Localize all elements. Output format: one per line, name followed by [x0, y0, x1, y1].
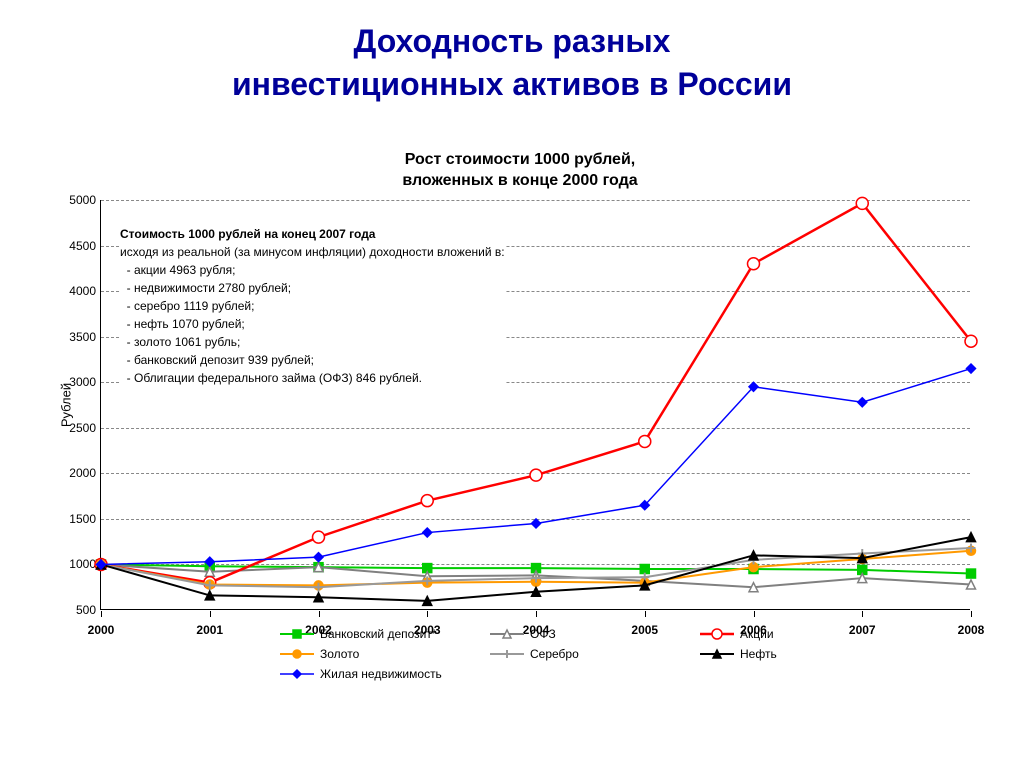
title-line-2: инвестиционных активов в России — [232, 66, 792, 102]
x-tick — [210, 611, 211, 617]
legend-item: Жилая недвижимость — [280, 664, 490, 684]
info-box-line: - нефть 1070 рублей; — [120, 315, 505, 333]
legend-swatch — [490, 627, 524, 641]
subtitle-line-2: вложенных в конце 2000 года — [402, 172, 637, 189]
legend-swatch — [700, 647, 734, 661]
legend-item: Акции — [700, 624, 910, 644]
legend-swatch — [700, 627, 734, 641]
x-tick — [101, 611, 102, 617]
info-box-line: - Облигации федерального займа (ОФЗ) 846… — [120, 369, 505, 387]
info-box-header: Стоимость 1000 рублей на конец 2007 года — [120, 225, 505, 243]
legend-swatch — [280, 627, 314, 641]
legend-label: Серебро — [530, 647, 579, 661]
x-tick — [971, 611, 972, 617]
y-tick-label: 1000 — [56, 557, 96, 571]
x-tick — [645, 611, 646, 617]
legend-item: Нефть — [700, 644, 910, 664]
legend-swatch — [490, 647, 524, 661]
info-box-line: - недвижимости 2780 рублей; — [120, 279, 505, 297]
legend-item: Серебро — [490, 644, 700, 664]
info-box-line: - серебро 1119 рублей; — [120, 297, 505, 315]
legend-item: Банковский депозит* — [280, 624, 490, 644]
x-tick-label: 2008 — [958, 623, 985, 637]
info-box-line: - акции 4963 рубля; — [120, 261, 505, 279]
y-tick-label: 4000 — [56, 284, 96, 298]
x-tick — [754, 611, 755, 617]
legend-item: ОФЗ — [490, 624, 700, 644]
chart-area: Рост стоимости 1000 рублей, вложенных в … — [60, 150, 980, 690]
legend-label: Золото — [320, 647, 359, 661]
info-box-line: - банковский депозит 939 рублей; — [120, 351, 505, 369]
legend-label: Нефть — [740, 647, 777, 661]
x-tick — [536, 611, 537, 617]
legend-item: Золото — [280, 644, 490, 664]
y-tick-label: 500 — [56, 603, 96, 617]
chart-subtitle: Рост стоимости 1000 рублей, вложенных в … — [60, 150, 980, 192]
y-tick-label: 3000 — [56, 375, 96, 389]
info-box-line: - золото 1061 рубль; — [120, 333, 505, 351]
legend-label: Жилая недвижимость — [320, 667, 442, 681]
x-tick-label: 2001 — [196, 623, 223, 637]
y-tick-label: 1500 — [56, 512, 96, 526]
info-box-sub: исходя из реальной (за минусом инфляции)… — [120, 243, 505, 261]
y-tick-label: 2500 — [56, 421, 96, 435]
legend: Банковский депозит* ОФЗ Акции Золото Сер… — [280, 624, 920, 684]
info-box: Стоимость 1000 рублей на конец 2007 года… — [120, 225, 505, 387]
x-tick — [862, 611, 863, 617]
legend-label: ОФЗ — [530, 627, 556, 641]
legend-label: Банковский депозит* — [320, 627, 437, 641]
legend-swatch — [280, 647, 314, 661]
y-tick-label: 5000 — [56, 193, 96, 207]
x-tick-label: 2000 — [88, 623, 115, 637]
main-title: Доходность разных инвестиционных активов… — [0, 20, 1024, 106]
legend-label: Акции — [740, 627, 774, 641]
y-tick-label: 3500 — [56, 330, 96, 344]
y-tick-label: 2000 — [56, 466, 96, 480]
title-line-1: Доходность разных — [354, 23, 671, 59]
x-tick — [427, 611, 428, 617]
legend-swatch — [280, 667, 314, 681]
x-tick — [319, 611, 320, 617]
y-tick-label: 4500 — [56, 239, 96, 253]
subtitle-line-1: Рост стоимости 1000 рублей, — [405, 151, 635, 168]
